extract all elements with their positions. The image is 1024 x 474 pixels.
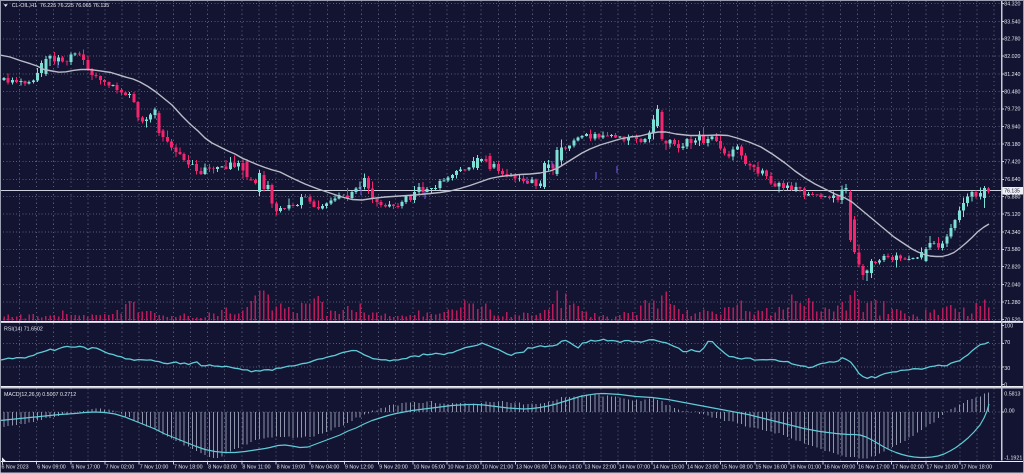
svg-text:16 Nov 09:00: 16 Nov 09:00 bbox=[824, 465, 856, 471]
svg-text:30: 30 bbox=[1004, 366, 1010, 372]
svg-text:6 Nov 17:00: 6 Nov 17:00 bbox=[71, 465, 100, 471]
svg-text:17 Nov 02:00: 17 Nov 02:00 bbox=[892, 465, 924, 471]
svg-text:6 Nov 09:00: 6 Nov 09:00 bbox=[37, 465, 66, 471]
svg-text:72.820: 72.820 bbox=[1004, 265, 1020, 271]
svg-text:16 Nov 17:00: 16 Nov 17:00 bbox=[858, 465, 890, 471]
svg-text:82.020: 82.020 bbox=[1004, 54, 1020, 60]
svg-text:70: 70 bbox=[1004, 340, 1010, 346]
svg-text:7 Nov 10:00: 7 Nov 10:00 bbox=[140, 465, 169, 471]
svg-text:8 Nov 03:00: 8 Nov 03:00 bbox=[208, 465, 237, 471]
svg-text:0: 0 bbox=[1004, 383, 1007, 389]
svg-text:9 Nov 04:00: 9 Nov 04:00 bbox=[311, 465, 340, 471]
svg-text:8 Nov 19:00: 8 Nov 19:00 bbox=[277, 465, 306, 471]
svg-text:14 Nov 15:00: 14 Nov 15:00 bbox=[653, 465, 685, 471]
svg-text:17 Nov 18:00: 17 Nov 18:00 bbox=[961, 465, 993, 471]
svg-text:77.420: 77.420 bbox=[1004, 159, 1020, 165]
svg-text:16 Nov 01:00: 16 Nov 01:00 bbox=[790, 465, 822, 471]
svg-text:0.00: 0.00 bbox=[1004, 408, 1014, 414]
svg-text:8 Nov 11:00: 8 Nov 11:00 bbox=[242, 465, 270, 471]
svg-text:76.640: 76.640 bbox=[1004, 177, 1020, 183]
svg-text:72.040: 72.040 bbox=[1004, 283, 1020, 289]
svg-text:CL-OIL,H1 76.225 76.225 76.06: CL-OIL,H1 76.225 76.225 76.065 76.135 bbox=[12, 3, 110, 9]
svg-text:78.180: 78.180 bbox=[1004, 142, 1020, 148]
svg-text:75.120: 75.120 bbox=[1004, 212, 1020, 218]
svg-text:13 Nov 22:00: 13 Nov 22:00 bbox=[584, 465, 616, 471]
svg-text:78.940: 78.940 bbox=[1004, 125, 1020, 131]
svg-text:80.480: 80.480 bbox=[1004, 89, 1020, 95]
svg-text:6 Nov 2023: 6 Nov 2023 bbox=[2, 465, 29, 471]
svg-text:15 Nov 08:00: 15 Nov 08:00 bbox=[721, 465, 753, 471]
svg-text:82.780: 82.780 bbox=[1004, 37, 1020, 43]
svg-text:14 Nov 07:00: 14 Nov 07:00 bbox=[619, 465, 651, 471]
svg-text:9 Nov 20:00: 9 Nov 20:00 bbox=[379, 465, 408, 471]
svg-text:13 Nov 14:00: 13 Nov 14:00 bbox=[550, 465, 582, 471]
svg-text:76.135: 76.135 bbox=[1004, 189, 1020, 195]
svg-text:MACD(12,26,9) 0.5007 0.2712: MACD(12,26,9) 0.5007 0.2712 bbox=[4, 392, 76, 398]
svg-text:17 Nov 10:00: 17 Nov 10:00 bbox=[926, 465, 958, 471]
svg-text:10 Nov 21:00: 10 Nov 21:00 bbox=[482, 465, 514, 471]
svg-text:7 Nov 02:00: 7 Nov 02:00 bbox=[106, 465, 135, 471]
svg-text:83.540: 83.540 bbox=[1004, 19, 1020, 25]
svg-text:RSI(14) 71.6502: RSI(14) 71.6502 bbox=[4, 327, 43, 333]
svg-text:79.720: 79.720 bbox=[1004, 107, 1020, 113]
svg-text:100: 100 bbox=[1004, 324, 1013, 330]
svg-text:10 Nov 13:00: 10 Nov 13:00 bbox=[448, 465, 480, 471]
svg-text:71.280: 71.280 bbox=[1004, 300, 1020, 306]
svg-text:84.320: 84.320 bbox=[1004, 1, 1020, 7]
svg-text:74.340: 74.340 bbox=[1004, 230, 1020, 236]
svg-text:10 Nov 05:00: 10 Nov 05:00 bbox=[413, 465, 445, 471]
svg-text:-1.1921: -1.1921 bbox=[1004, 456, 1022, 462]
svg-text:7 Nov 18:00: 7 Nov 18:00 bbox=[174, 465, 203, 471]
svg-text:14 Nov 23:00: 14 Nov 23:00 bbox=[687, 465, 719, 471]
svg-text:13 Nov 06:00: 13 Nov 06:00 bbox=[516, 465, 548, 471]
svg-text:9 Nov 12:00: 9 Nov 12:00 bbox=[345, 465, 374, 471]
svg-text:81.240: 81.240 bbox=[1004, 72, 1020, 78]
svg-text:0.5813: 0.5813 bbox=[1004, 392, 1020, 398]
svg-text:70.520: 70.520 bbox=[1004, 317, 1020, 323]
svg-text:15 Nov 16:00: 15 Nov 16:00 bbox=[755, 465, 787, 471]
svg-text:73.580: 73.580 bbox=[1004, 247, 1020, 253]
svg-text:75.880: 75.880 bbox=[1004, 195, 1020, 201]
